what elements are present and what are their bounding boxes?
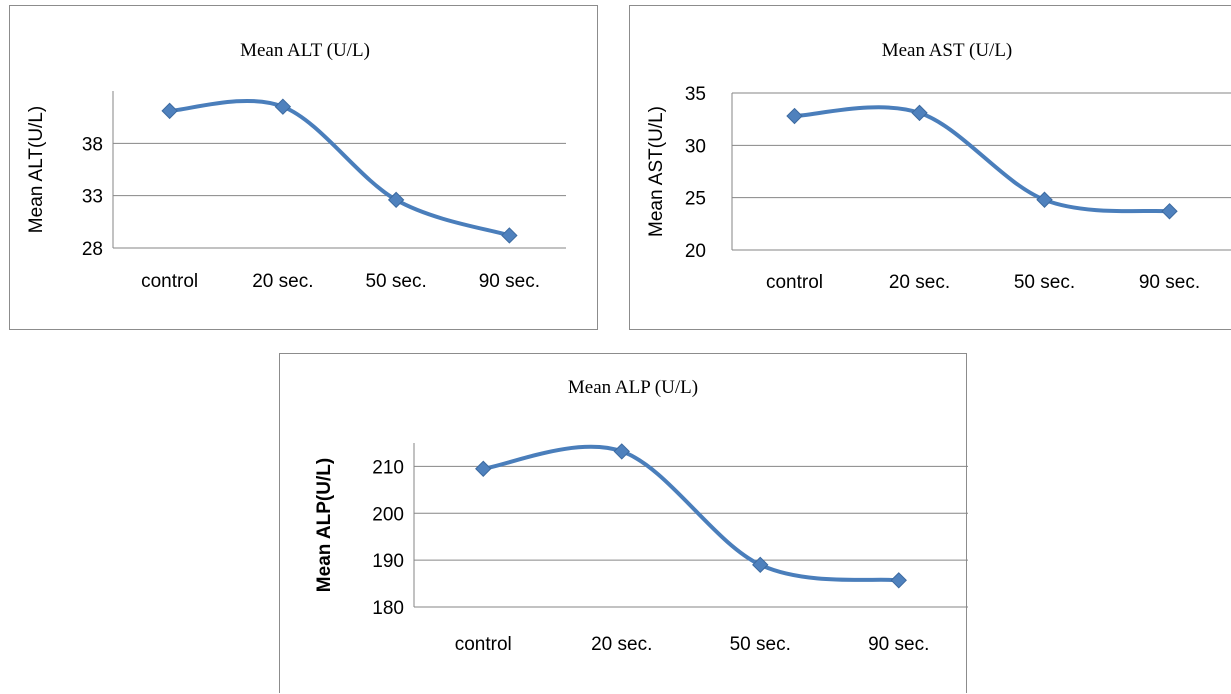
alp-series-line bbox=[481, 444, 901, 583]
alp-chart-title: Mean ALP (U/L) bbox=[568, 377, 698, 398]
alt-x-tick-label: 20 sec. bbox=[252, 271, 313, 292]
ast-data-point bbox=[786, 107, 803, 125]
alp-x-tick-label: 20 sec. bbox=[591, 634, 652, 655]
alp-y-tick-label: 210 bbox=[372, 457, 404, 478]
alp-data-point bbox=[475, 460, 492, 477]
alt-y-axis-title: Mean ALT(U/L) bbox=[26, 106, 47, 233]
alt-x-tick-label: control bbox=[141, 271, 198, 292]
alt-y-tick-label: 38 bbox=[82, 134, 103, 155]
alp-chart: Mean ALP (U/L) 210 200 190 180 Mean ALP(U/L) c… bbox=[314, 377, 968, 655]
alt-x-tick-label: 50 sec. bbox=[365, 271, 426, 292]
alp-y-tick-label: 180 bbox=[372, 598, 404, 619]
alp-y-tick-label: 200 bbox=[372, 504, 404, 525]
alt-series-line bbox=[167, 98, 512, 238]
ast-series-line bbox=[792, 105, 1172, 214]
alt-chart-panel: Mean ALT (U/L) 38 33 28 Mean ALT(U/L) control… bbox=[9, 5, 598, 330]
alp-data-point bbox=[752, 556, 769, 574]
alp-data-point bbox=[890, 572, 907, 589]
ast-y-axis-title: Mean AST(U/L) bbox=[646, 106, 667, 237]
ast-x-tick-label: 90 sec. bbox=[1139, 272, 1200, 293]
ast-y-tick-label: 35 bbox=[685, 84, 706, 105]
alp-x-tick-label: 50 sec. bbox=[730, 634, 791, 655]
alt-data-point bbox=[274, 98, 292, 115]
ast-chart-panel: Mean AST (U/L) 35 30 25 20 Mean AST(U/L) contr… bbox=[629, 5, 1231, 330]
ast-y-tick-label: 25 bbox=[685, 189, 706, 210]
ast-x-tick-label: 50 sec. bbox=[1014, 272, 1075, 293]
ast-data-point bbox=[911, 104, 928, 122]
alp-data-point bbox=[613, 443, 630, 460]
ast-x-tick-label: 20 sec. bbox=[889, 272, 950, 293]
alp-chart-panel: Mean ALP (U/L) 210 200 190 180 Mean ALP(U/L) c… bbox=[279, 353, 968, 693]
alt-data-point bbox=[161, 102, 178, 120]
ast-y-tick-label: 20 bbox=[685, 241, 706, 262]
alt-data-point bbox=[501, 227, 518, 244]
alt-chart: Mean ALT (U/L) 38 33 28 Mean ALT(U/L) control… bbox=[26, 40, 566, 292]
alt-y-tick-label: 28 bbox=[82, 239, 103, 260]
alp-y-axis-title: Mean ALP(U/L) bbox=[314, 458, 335, 592]
alp-y-tick-label: 190 bbox=[372, 551, 404, 572]
ast-x-tick-label: control bbox=[766, 272, 823, 293]
alt-x-tick-label: 90 sec. bbox=[479, 271, 540, 292]
alp-x-tick-label: control bbox=[455, 634, 512, 655]
ast-chart: Mean AST (U/L) 35 30 25 20 Mean AST(U/L) contr… bbox=[646, 40, 1231, 293]
ast-data-point bbox=[1161, 203, 1178, 220]
alt-y-tick-label: 33 bbox=[82, 187, 103, 208]
ast-y-tick-label: 30 bbox=[685, 136, 706, 157]
ast-chart-title: Mean AST (U/L) bbox=[882, 40, 1013, 61]
alt-data-point bbox=[387, 191, 405, 209]
ast-data-point bbox=[1036, 191, 1053, 208]
alt-chart-title: Mean ALT (U/L) bbox=[240, 40, 370, 61]
alp-x-tick-label: 90 sec. bbox=[868, 634, 929, 655]
